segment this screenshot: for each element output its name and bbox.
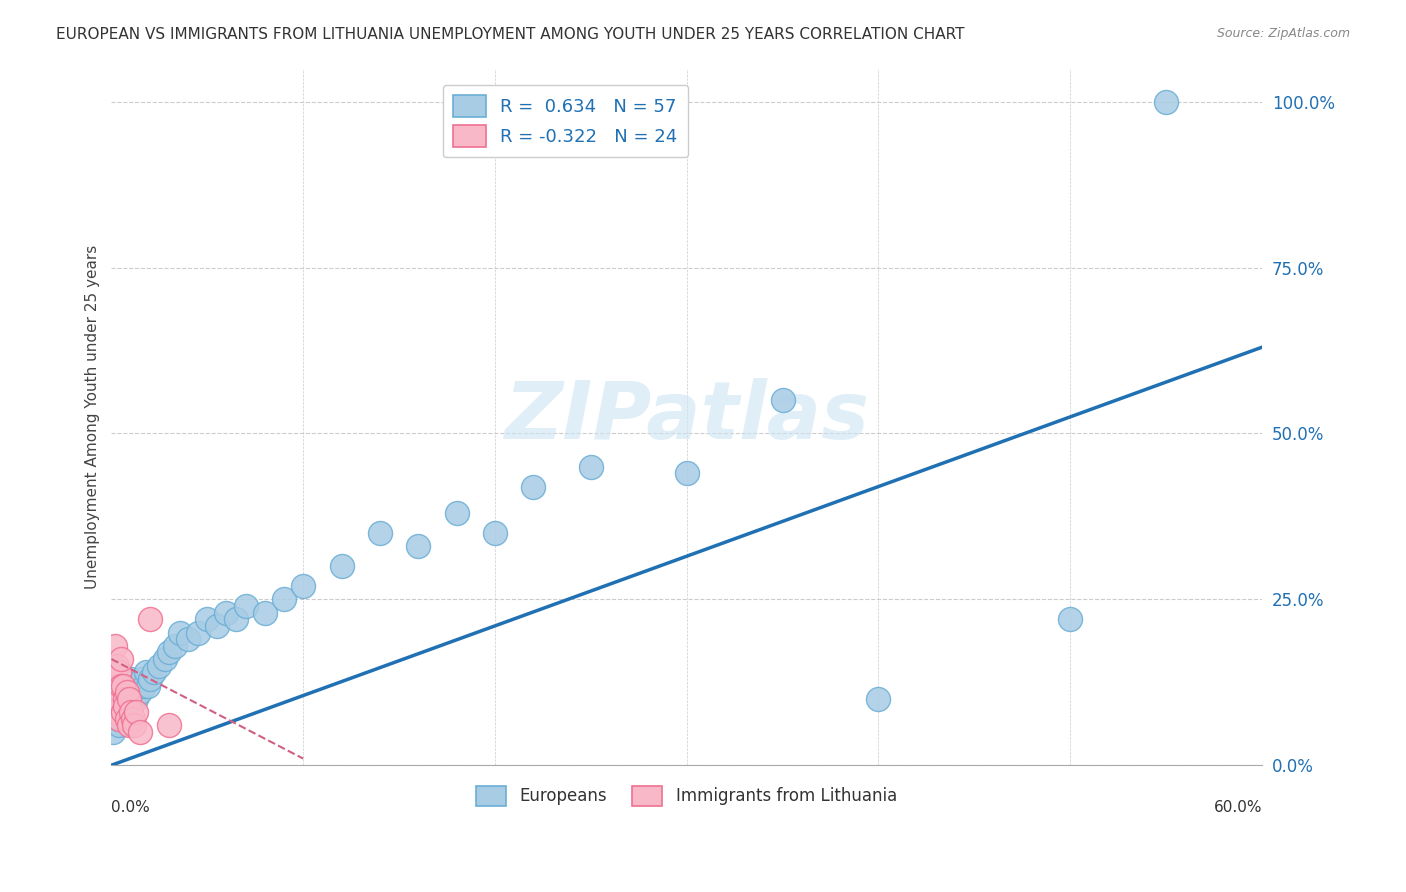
Point <box>115 679 138 693</box>
Point <box>105 712 128 726</box>
Point <box>105 691 128 706</box>
Point <box>139 612 162 626</box>
Point <box>115 712 138 726</box>
Point <box>105 691 128 706</box>
Point <box>579 459 602 474</box>
Point <box>108 712 131 726</box>
Point <box>215 606 238 620</box>
Point <box>104 679 127 693</box>
Point <box>273 592 295 607</box>
Point <box>148 658 170 673</box>
Point <box>406 539 429 553</box>
Point <box>118 691 141 706</box>
Point <box>142 665 165 680</box>
Point <box>110 705 132 719</box>
Point <box>111 712 134 726</box>
Point <box>522 479 544 493</box>
Point <box>195 612 218 626</box>
Point <box>135 665 157 680</box>
Point <box>132 679 155 693</box>
Point <box>292 579 315 593</box>
Point <box>169 625 191 640</box>
Point <box>114 698 136 713</box>
Point <box>177 632 200 647</box>
Text: 60.0%: 60.0% <box>1213 800 1263 815</box>
Point <box>114 691 136 706</box>
Text: EUROPEAN VS IMMIGRANTS FROM LITHUANIA UNEMPLOYMENT AMONG YOUTH UNDER 25 YEARS CO: EUROPEAN VS IMMIGRANTS FROM LITHUANIA UN… <box>56 27 965 42</box>
Point <box>108 665 131 680</box>
Point <box>446 506 468 520</box>
Text: ZIPatlas: ZIPatlas <box>505 378 869 456</box>
Point <box>125 691 148 706</box>
Point <box>125 705 148 719</box>
Point <box>484 526 506 541</box>
Point <box>111 705 134 719</box>
Point <box>157 718 180 732</box>
Point <box>1154 95 1177 109</box>
Point <box>103 679 125 693</box>
Point <box>120 698 142 713</box>
Point <box>120 672 142 686</box>
Point <box>114 685 136 699</box>
Point <box>114 698 136 713</box>
Point <box>253 606 276 620</box>
Point <box>124 685 146 699</box>
Point <box>868 691 890 706</box>
Point <box>153 652 176 666</box>
Point <box>108 698 131 713</box>
Point <box>136 679 159 693</box>
Point <box>115 705 138 719</box>
Point <box>104 639 127 653</box>
Point <box>111 691 134 706</box>
Point <box>110 652 132 666</box>
Point <box>121 712 143 726</box>
Point <box>110 679 132 693</box>
Point <box>121 691 143 706</box>
Point <box>1059 612 1081 626</box>
Y-axis label: Unemployment Among Youth under 25 years: Unemployment Among Youth under 25 years <box>86 244 100 589</box>
Point <box>225 612 247 626</box>
Point <box>108 718 131 732</box>
Point <box>675 467 697 481</box>
Point <box>124 718 146 732</box>
Point <box>105 658 128 673</box>
Point <box>163 639 186 653</box>
Point <box>368 526 391 541</box>
Point <box>157 645 180 659</box>
Point <box>103 725 125 739</box>
Point <box>129 725 152 739</box>
Point <box>139 672 162 686</box>
Point <box>118 691 141 706</box>
Point <box>104 705 127 719</box>
Text: 0.0%: 0.0% <box>111 800 150 815</box>
Point <box>772 393 794 408</box>
Point <box>118 712 141 726</box>
Point <box>235 599 257 613</box>
Legend: Europeans, Immigrants from Lithuania: Europeans, Immigrants from Lithuania <box>470 779 904 813</box>
Point <box>120 705 142 719</box>
Point <box>129 685 152 699</box>
Point <box>118 718 141 732</box>
Point <box>330 559 353 574</box>
Point <box>127 679 149 693</box>
Point <box>205 619 228 633</box>
Text: Source: ZipAtlas.com: Source: ZipAtlas.com <box>1216 27 1350 40</box>
Point <box>111 679 134 693</box>
Point <box>187 625 209 640</box>
Point <box>104 705 127 719</box>
Point <box>131 672 153 686</box>
Point <box>115 685 138 699</box>
Point <box>110 679 132 693</box>
